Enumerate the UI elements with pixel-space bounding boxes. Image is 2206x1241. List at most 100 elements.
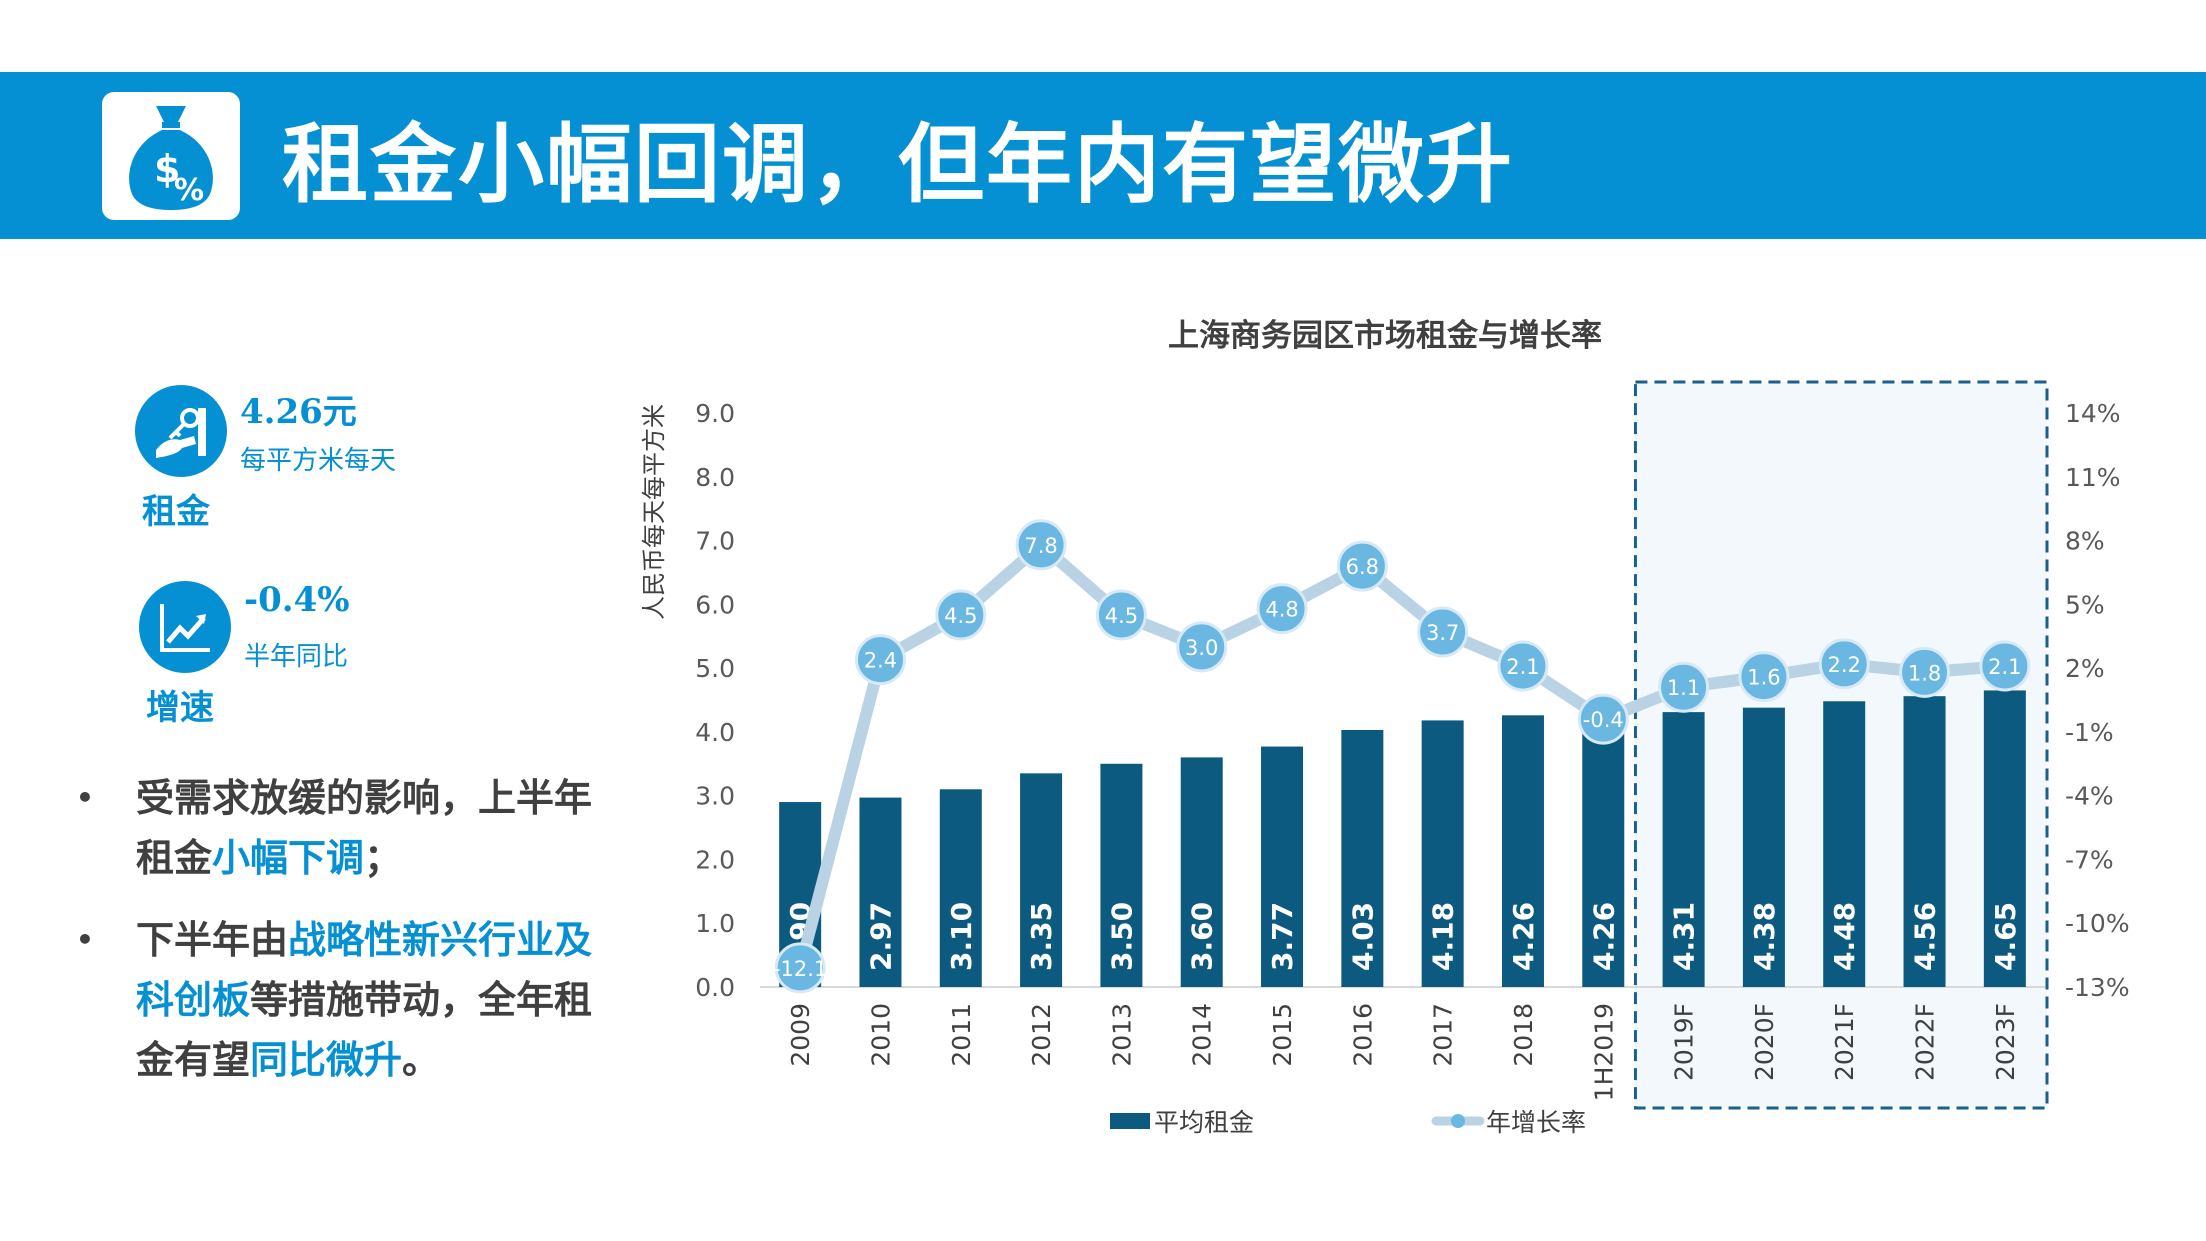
growth-value-label: 3.0 [1185, 636, 1218, 660]
chart-title: 上海商务园区市场租金与增长率 [1168, 318, 1602, 354]
x-tick-label: 2019F [1670, 1003, 1699, 1081]
rent-unit: 每平方米每天 [240, 446, 397, 476]
growth-marker [935, 589, 987, 641]
growth-marker [774, 942, 826, 994]
x-tick-label: 2020F [1750, 1003, 1779, 1081]
y-tick-label: 4.0 [695, 718, 735, 747]
x-tick-label: 2013 [1107, 1003, 1136, 1067]
bar [1100, 763, 1143, 987]
growth-value-label: 4.5 [944, 604, 977, 628]
x-tick-label: 2009 [786, 1003, 815, 1067]
rent-value: 4.26元 [240, 392, 357, 432]
bullet-item-2: • 下半年由战略性新兴行业及科创板等措施带动，全年租金有望同比微升。 [68, 910, 628, 1090]
bar [1582, 715, 1625, 987]
page-title: 租金小幅回调，但年内有望微升 [282, 115, 1514, 215]
bar-value-label: 4.26 [1507, 902, 1540, 971]
bullet-text: 受需求放缓的影响，上半年租金 [136, 776, 593, 880]
growth-marker [1015, 519, 1067, 571]
growth-marker [1979, 640, 2031, 692]
bar [1180, 757, 1223, 987]
x-tick-label: 2011 [947, 1003, 976, 1067]
bar [1903, 696, 1946, 987]
bar-value-label: 3.10 [945, 902, 978, 971]
legend-label-growth: 年增长率 [1486, 1108, 1586, 1137]
hand-key-icon [135, 385, 227, 477]
y2-tick-label: 5% [2065, 590, 2105, 619]
growth-marker [1818, 638, 1870, 690]
growth-label: 增速 [146, 688, 214, 728]
bar-value-label: 3.50 [1105, 902, 1138, 971]
bullet-list: • 受需求放缓的影响，上半年租金小幅下调； • 下半年由战略性新兴行业及科创板等… [68, 768, 628, 1112]
growth-value-label: 2.1 [1988, 655, 2021, 679]
y2-tick-label: 2% [2065, 654, 2105, 683]
y2-tick-label: -10% [2065, 909, 2130, 938]
bullet-text: ； [364, 836, 403, 880]
growth-marker [1095, 589, 1147, 641]
bar [1501, 715, 1544, 987]
x-tick-label: 2023F [1991, 1003, 2020, 1081]
x-tick-label: 1H2019 [1589, 1003, 1618, 1101]
bar [1261, 746, 1304, 987]
growth-marker [1497, 640, 1549, 692]
bar-value-label: 2.97 [864, 902, 897, 971]
x-tick-label: 2017 [1429, 1003, 1458, 1067]
svg-text:%: % [174, 173, 204, 208]
y-tick-label: 7.0 [695, 527, 735, 556]
x-tick-label: 2021F [1830, 1003, 1859, 1081]
growth-marker [854, 634, 906, 686]
growth-marker [1658, 661, 1710, 713]
y-tick-label: 1.0 [695, 909, 735, 938]
growth-value-label: 4.5 [1105, 604, 1138, 628]
y-tick-label: 9.0 [695, 399, 735, 428]
bar-value-label: 3.77 [1266, 902, 1299, 971]
growth-value-label: 4.8 [1265, 598, 1298, 622]
y2-tick-label: -1% [2065, 718, 2114, 747]
y-tick-label: 2.0 [695, 845, 735, 874]
growth-value-label: 2.1 [1506, 655, 1539, 679]
bar [1341, 729, 1384, 987]
growth-value-label: 2.4 [864, 649, 897, 673]
growth-marker [1336, 540, 1388, 592]
bar [1983, 690, 2026, 987]
bar [1421, 720, 1464, 987]
bullet-text: 下半年由 [136, 918, 289, 962]
bar-value-label: 4.56 [1909, 902, 1942, 971]
y-tick-label: 0.0 [695, 973, 735, 1002]
bar-value-label: 4.38 [1748, 902, 1781, 971]
growth-marker [1176, 621, 1228, 673]
bar-value-label: 4.65 [1989, 902, 2022, 971]
y-tick-label: 3.0 [695, 782, 735, 811]
growth-marker [1417, 606, 1469, 658]
bar-value-label: 3.35 [1025, 902, 1058, 971]
growth-marker [1577, 693, 1629, 745]
rent-label: 租金 [142, 492, 210, 532]
bar-value-label: 4.31 [1668, 902, 1701, 971]
x-tick-label: 2015 [1268, 1003, 1297, 1067]
bar [859, 797, 902, 987]
svg-text:$: $ [154, 147, 180, 191]
bullet-dot: • [76, 781, 94, 814]
x-tick-label: 2016 [1348, 1003, 1377, 1067]
bar-value-label: 4.48 [1828, 902, 1861, 971]
growth-value-label: 1.8 [1908, 661, 1941, 685]
growth-value-label: -12.1 [773, 957, 827, 981]
growth-value: -0.4% [244, 580, 350, 620]
growth-marker [1256, 583, 1308, 635]
bar-value-label: 4.03 [1346, 902, 1379, 971]
bar [939, 789, 982, 987]
legend-swatch-rent [1110, 1113, 1150, 1129]
x-tick-label: 2018 [1509, 1003, 1538, 1067]
x-tick-label: 2010 [866, 1003, 895, 1067]
growth-value-label: 6.8 [1346, 555, 1379, 579]
bar-value-label: 3.60 [1186, 902, 1219, 971]
legend-label-rent: 平均租金 [1154, 1108, 1254, 1137]
bar [1742, 707, 1785, 987]
growth-value-label: 7.8 [1024, 534, 1057, 558]
growth-value-label: 2.2 [1828, 653, 1861, 677]
trend-chart-icon [139, 581, 231, 673]
legend-swatch-growth-marker [1451, 1114, 1465, 1128]
y2-tick-label: 14% [2065, 399, 2121, 428]
x-tick-label: 2014 [1188, 1003, 1217, 1067]
bar [1662, 712, 1705, 987]
